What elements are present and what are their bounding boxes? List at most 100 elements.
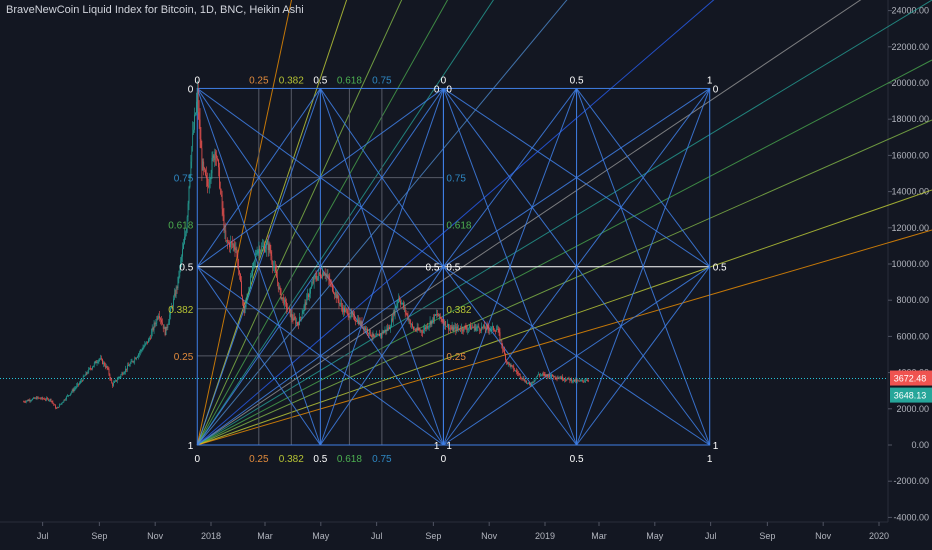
candle-body <box>31 400 33 401</box>
gann-time-label-bottom: 0.25 <box>249 454 269 465</box>
candle-body <box>582 379 584 381</box>
candle-body <box>322 272 323 278</box>
candle-body <box>192 133 194 147</box>
candle-body <box>127 365 129 367</box>
candle-body <box>297 322 298 325</box>
candle-body <box>389 326 390 330</box>
candle-body <box>372 333 374 337</box>
candle-body <box>358 320 360 324</box>
candle-body <box>111 379 113 384</box>
candle-body <box>549 374 551 378</box>
candle-body <box>148 339 149 343</box>
candle-body <box>452 326 454 331</box>
candle-body <box>439 313 441 318</box>
candle-body <box>425 327 426 329</box>
candle-body <box>134 358 136 362</box>
candle-body <box>503 349 505 351</box>
candle-body <box>92 367 93 369</box>
candle-body <box>584 380 585 382</box>
candle-body <box>201 148 203 171</box>
candle-body <box>436 314 437 316</box>
candle-body <box>204 167 206 170</box>
candle-body <box>347 310 349 317</box>
candle-body <box>542 373 544 375</box>
candle-body <box>261 246 263 251</box>
candle-body <box>531 381 533 385</box>
candle-body <box>371 336 373 338</box>
candle-body <box>560 377 562 379</box>
candle-body <box>243 305 245 313</box>
candle-body <box>163 327 165 329</box>
gann-web-line <box>196 266 444 446</box>
candle-body <box>256 253 258 255</box>
gann-price-label-mid: 0.25 <box>446 352 466 363</box>
candle-body <box>474 325 476 331</box>
candle-body <box>161 319 162 323</box>
candle-body <box>291 313 293 319</box>
candle-body <box>315 275 317 279</box>
candle-body <box>83 376 85 377</box>
gann-fan-line <box>197 189 932 446</box>
candle-body <box>374 336 376 338</box>
candle-body <box>154 323 156 325</box>
candle-body <box>123 373 125 375</box>
candle-body <box>128 365 130 367</box>
candle-body <box>409 319 411 324</box>
y-tick-label: 14000.00 <box>891 187 929 197</box>
gann-time-label-top: 1 <box>707 75 713 86</box>
candle-body <box>426 325 428 328</box>
candle-body <box>514 369 516 371</box>
candle-body <box>267 242 269 251</box>
candle-body <box>512 365 514 367</box>
candle-body <box>230 241 231 248</box>
candle-body <box>79 382 80 385</box>
candle-body <box>400 301 401 304</box>
candle-body <box>426 325 427 329</box>
candle-body <box>332 283 333 292</box>
candle-body <box>112 383 114 386</box>
candle-body <box>138 354 139 357</box>
candle-body <box>51 401 53 402</box>
candle-body <box>349 316 351 318</box>
candle-body <box>252 266 253 276</box>
candle-body <box>570 378 572 381</box>
candle-body <box>257 250 259 254</box>
candle-body <box>524 380 526 383</box>
candle-body <box>71 389 73 393</box>
candle-body <box>387 328 389 330</box>
candle-body <box>410 323 412 325</box>
candle-body <box>286 301 287 309</box>
gann-price-label-left: 0.75 <box>174 174 194 185</box>
candle-body <box>568 377 570 379</box>
candle-body <box>137 356 138 358</box>
candle-body <box>223 214 225 231</box>
candle-body <box>455 326 457 331</box>
candle-body <box>60 403 62 405</box>
candle-body <box>484 328 486 330</box>
candle-body <box>119 376 121 378</box>
candle-body <box>466 328 468 331</box>
candle-body <box>493 326 494 331</box>
y-tick-label: 20000.00 <box>891 78 929 88</box>
candle-body <box>230 241 232 243</box>
candle-body <box>199 119 201 140</box>
candle-body <box>129 363 131 366</box>
candle-body <box>575 379 577 382</box>
gann-web-line <box>443 88 577 268</box>
candle-body <box>164 327 166 336</box>
candle-body <box>418 329 420 331</box>
candle-body <box>262 246 263 248</box>
candle-body <box>408 319 410 321</box>
candle-body <box>431 319 433 325</box>
candle-body <box>520 377 522 379</box>
candle-body <box>489 329 491 331</box>
candle-body <box>515 370 516 372</box>
candle-body <box>334 292 336 295</box>
gann-price-label-left: 0.382 <box>168 305 193 316</box>
chart-title: BraveNewCoin Liquid Index for Bitcoin, 1… <box>6 4 304 16</box>
y-tick-label: 24000.00 <box>891 6 929 16</box>
candle-body <box>483 325 484 328</box>
candle-body <box>115 380 117 382</box>
candle-body <box>471 327 472 330</box>
candle-body <box>545 374 547 376</box>
